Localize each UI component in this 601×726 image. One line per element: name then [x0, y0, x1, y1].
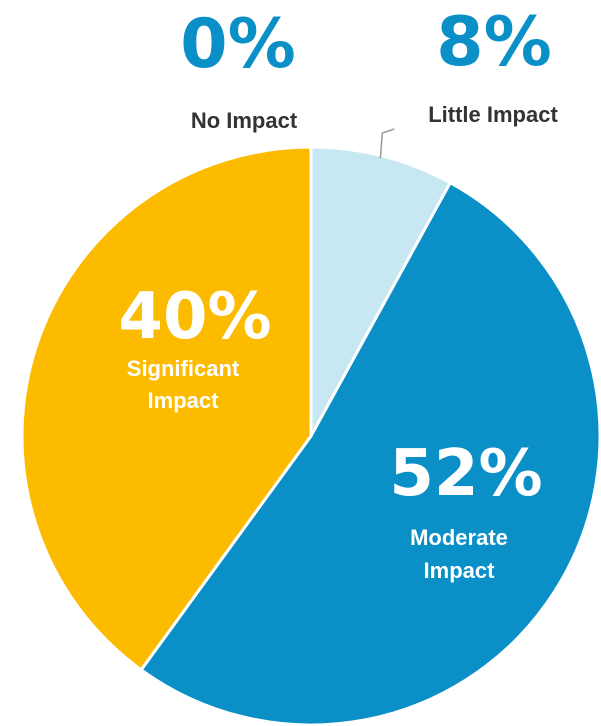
value-label-no-impact: 0%	[180, 5, 295, 84]
value-label-moderate-impact: 52%	[389, 437, 542, 511]
value-label-little-impact: 8%	[436, 3, 551, 82]
category-label-line: Significant	[127, 356, 240, 381]
category-label-line: Impact	[424, 558, 496, 583]
slice-labels: 0% No Impact 8% Little Impact 52% Moderate Imp…	[118, 3, 558, 583]
category-label-no-impact: No Impact	[191, 108, 298, 133]
pie-slice-moderate-impact	[139, 181, 601, 726]
leader-line-little-impact	[379, 128, 395, 159]
pie-slice-little-impact	[309, 145, 452, 438]
value-label-significant-impact: 40%	[118, 280, 271, 354]
category-label-significant-impact: Significant Impact	[127, 356, 240, 413]
category-label-little-impact: Little Impact	[428, 102, 558, 127]
category-label-line: Impact	[148, 388, 220, 413]
leader-lines	[379, 128, 395, 159]
category-label-moderate-impact: Moderate Impact	[410, 525, 508, 583]
category-label-line: Little Impact	[428, 102, 558, 127]
category-label-line: No Impact	[191, 108, 298, 133]
category-label-line: Moderate	[410, 525, 508, 550]
pie-slice-significant-impact	[20, 145, 313, 672]
pie-slices	[20, 145, 601, 726]
